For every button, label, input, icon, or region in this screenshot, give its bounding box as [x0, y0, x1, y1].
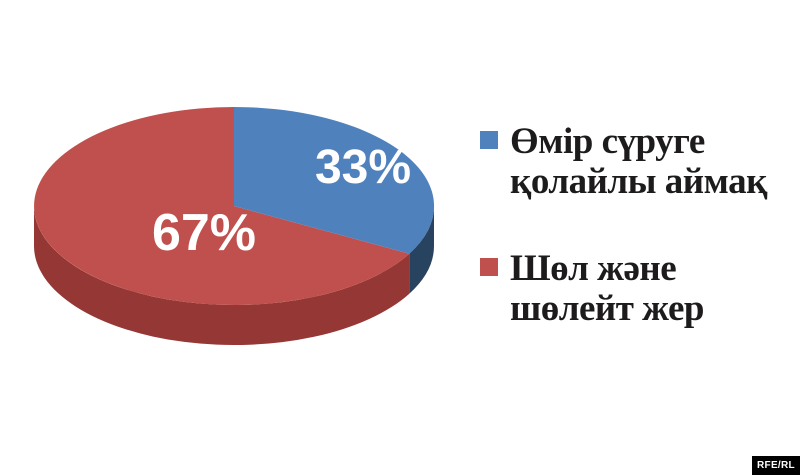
legend-label-favorable-area: Өмір сүруге қолайлы аймақ [510, 122, 767, 202]
legend-label-line: Өмір сүруге [510, 121, 705, 162]
legend-item-favorable-area: Өмір сүруге қолайлы аймақ [480, 122, 767, 202]
slice-value-label-desert: 67% [152, 204, 256, 262]
legend-label-line: шөлейт жер [510, 288, 705, 329]
slice-value-label-favorable: 33% [315, 141, 411, 194]
pie-slice-desert [34, 107, 410, 305]
legend-item-desert-land: Шөл және шөлейт жер [480, 248, 705, 329]
legend-swatch-blue-icon [480, 131, 498, 149]
legend-label-line: қолайлы аймақ [510, 161, 767, 202]
pie-slice-desert-side [33, 206, 410, 346]
pie-slice-favorable [234, 106, 435, 254]
legend-label-desert-land: Шөл және шөлейт жер [510, 248, 705, 329]
legend-swatch-red-icon [480, 258, 498, 276]
pie-slice-favorable-side [409, 206, 435, 294]
legend-label-line: Шөл және [510, 248, 677, 289]
rferl-logo: RFE/RL [752, 456, 800, 475]
